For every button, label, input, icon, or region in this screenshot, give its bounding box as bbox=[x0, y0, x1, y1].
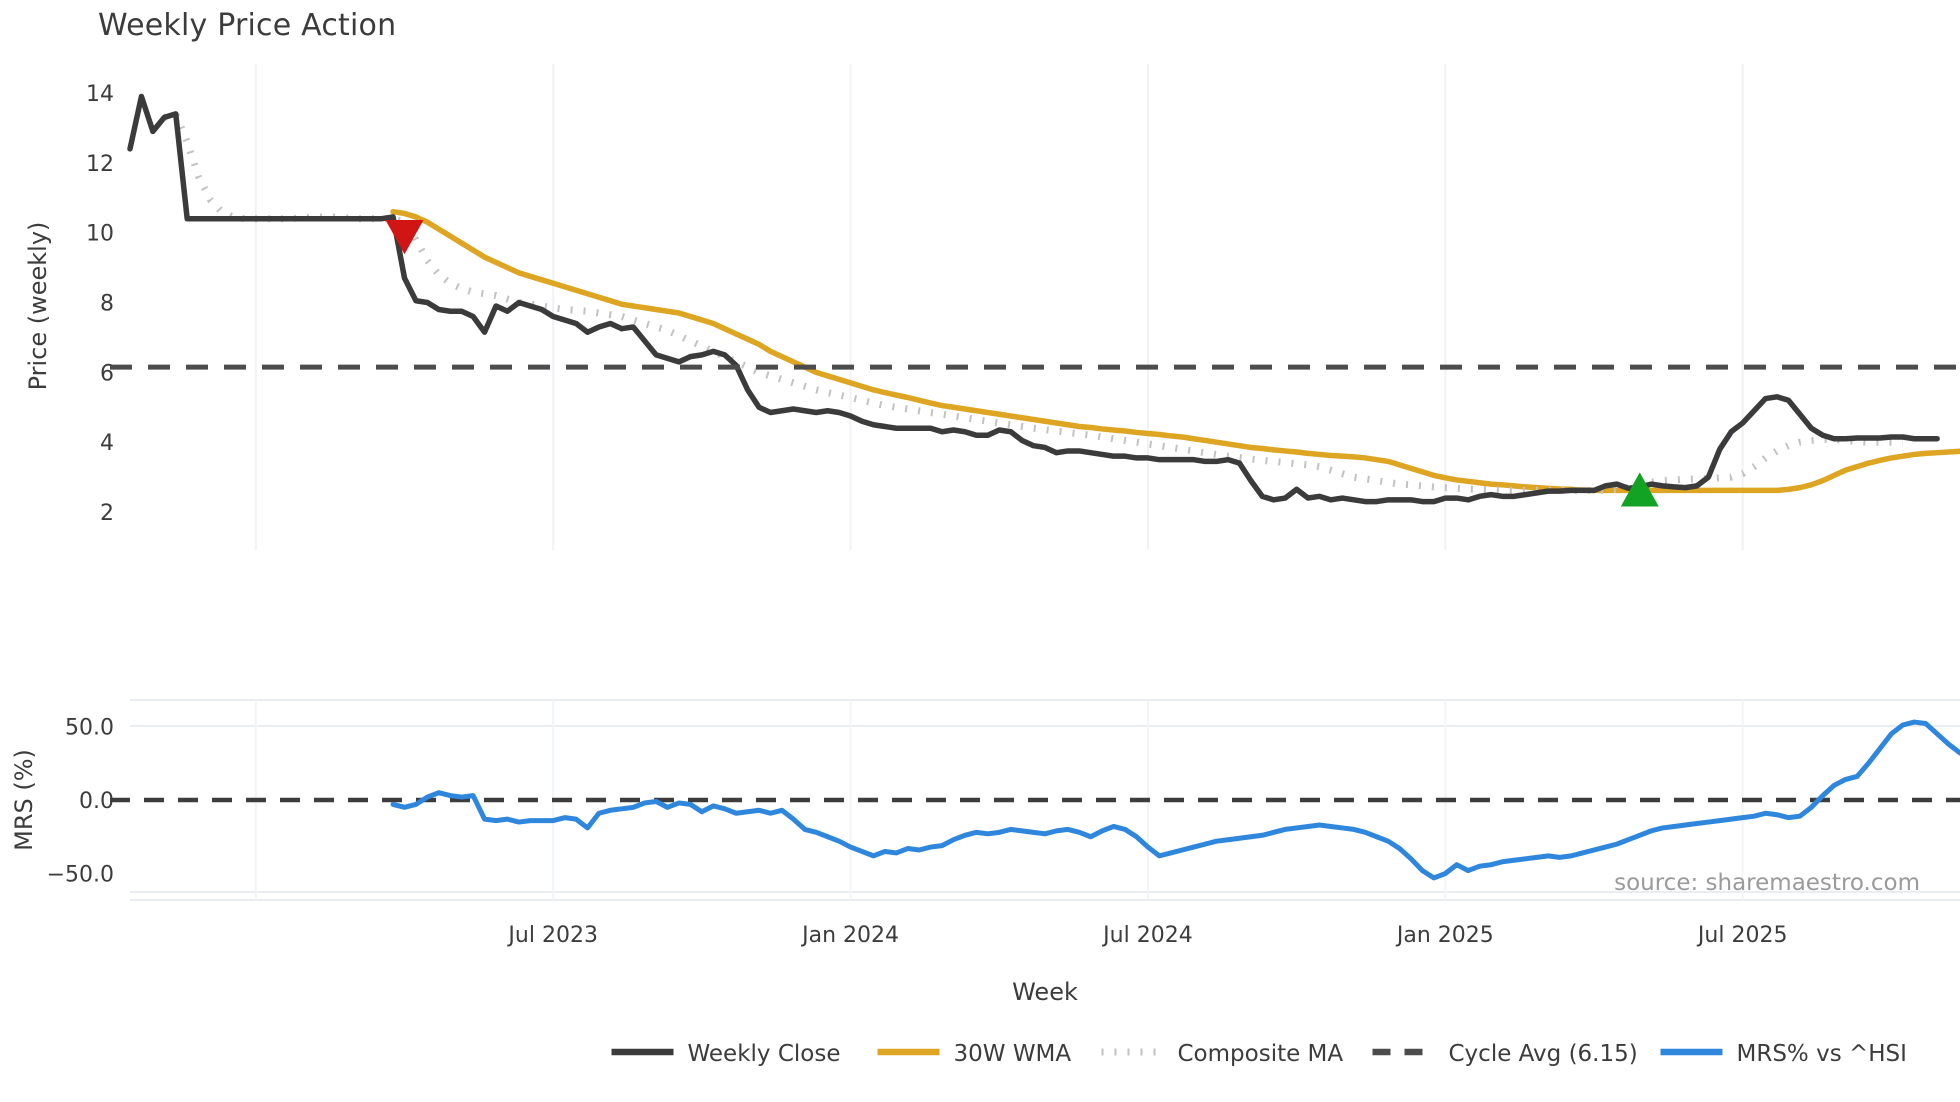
xtick-label-4: Jul 2025 bbox=[1696, 923, 1788, 948]
price-ytick-label-2: 10 bbox=[86, 222, 114, 247]
legend-label-4: MRS% vs ^HSI bbox=[1737, 1041, 1907, 1067]
xaxis-label: Week bbox=[1012, 978, 1078, 1006]
price-series-30w-wma bbox=[390, 208, 1960, 494]
legend-label-3: Cycle Avg (6.15) bbox=[1449, 1041, 1638, 1067]
mrs-ytick-label-1: 0.0 bbox=[79, 789, 114, 814]
legend-label-1: 30W WMA bbox=[954, 1041, 1072, 1067]
legend-item-mrs-vs-hsi[interactable]: MRS% vs ^HSI bbox=[1660, 1041, 1907, 1067]
xtick-label-3: Jan 2025 bbox=[1395, 923, 1494, 948]
source-watermark: source: sharemaestro.com bbox=[1614, 870, 1920, 896]
xtick-label-2: Jul 2024 bbox=[1101, 923, 1193, 948]
price-yaxis-label: Price (weekly) bbox=[24, 222, 52, 391]
price-ytick-label-0: 14 bbox=[86, 82, 114, 107]
chart-title: Weekly Price Action bbox=[98, 8, 397, 43]
price-ytick-label-6: 2 bbox=[100, 501, 114, 526]
price-series-weekly-close bbox=[127, 93, 1940, 505]
buy-marker-icon bbox=[1620, 472, 1659, 507]
mrs-ytick-label-0: 50.0 bbox=[65, 715, 114, 740]
legend-label-0: Weekly Close bbox=[688, 1041, 841, 1067]
mrs-series-line bbox=[390, 719, 1960, 881]
price-ytick-label-5: 4 bbox=[100, 431, 114, 456]
price-ytick-label-3: 8 bbox=[100, 292, 114, 317]
price-ytick-label-4: 6 bbox=[100, 361, 114, 386]
xtick-label-0: Jul 2023 bbox=[506, 923, 598, 948]
price-ytick-label-1: 12 bbox=[86, 152, 114, 177]
legend-item-cycle-avg-6-15-[interactable]: Cycle Avg (6.15) bbox=[1372, 1041, 1638, 1067]
xtick-label-1: Jan 2024 bbox=[800, 923, 899, 948]
legend-label-2: Composite MA bbox=[1178, 1041, 1344, 1067]
legend-item-30w-wma[interactable]: 30W WMA bbox=[877, 1041, 1072, 1067]
sell-marker-icon bbox=[385, 219, 424, 255]
mrs-ytick-label-2: −50.0 bbox=[47, 863, 114, 888]
legend-item-weekly-close[interactable]: Weekly Close bbox=[611, 1041, 841, 1067]
mrs-yaxis-label: MRS (%) bbox=[10, 749, 38, 851]
legend-item-composite-ma[interactable]: Composite MA bbox=[1101, 1041, 1344, 1067]
